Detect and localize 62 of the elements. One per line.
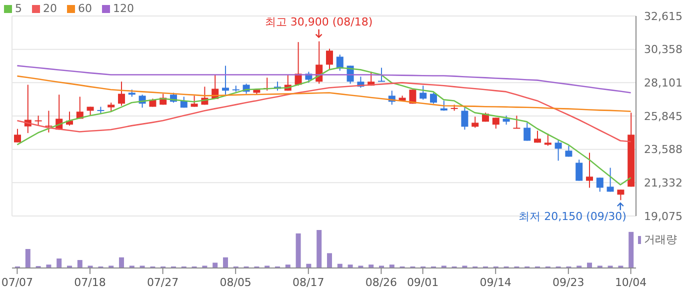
candlestick — [554, 139, 562, 162]
line-series — [16, 65, 632, 94]
candlestick — [596, 177, 604, 192]
candlestick — [378, 67, 385, 82]
bar — [628, 232, 634, 268]
candlestick — [576, 159, 583, 182]
line-series — [16, 75, 632, 112]
candlestick — [326, 48, 333, 70]
x-tick-label: 07/27 — [146, 276, 179, 289]
bar — [56, 258, 62, 268]
bar — [212, 262, 218, 268]
candlestick — [430, 92, 437, 104]
y-tick-label: 28,101 — [644, 76, 682, 90]
candlestick — [502, 115, 510, 126]
y-tick-label: 19,075 — [644, 210, 682, 223]
annotation: 최저 20,150 (09/30) — [518, 210, 626, 224]
x-tick-label: 09/01 — [406, 276, 439, 289]
legend-label: 120 — [113, 2, 134, 15]
candlestick — [440, 100, 448, 112]
x-tick-label: 08/17 — [292, 276, 324, 289]
candlestick — [513, 115, 520, 129]
x-tick-label: 07/07 — [1, 276, 34, 289]
y-tick-label: 30,358 — [644, 43, 682, 56]
bar — [316, 230, 322, 268]
candlestick — [544, 133, 552, 146]
y-tick-label: 21,332 — [644, 176, 682, 190]
candlestick — [472, 116, 479, 128]
bar — [327, 253, 332, 268]
candlestick — [14, 128, 21, 143]
bar — [587, 262, 592, 268]
x-tick-label: 08/26 — [365, 276, 398, 289]
candlestick — [617, 189, 624, 201]
x-tick-label: 10/04 — [614, 276, 647, 289]
line-series — [16, 82, 632, 142]
y-tick-label: 32,615 — [644, 10, 682, 23]
candlestick — [606, 167, 614, 192]
candlestick — [420, 85, 427, 100]
candlestick — [461, 107, 468, 130]
annotation: 최고 30,900 (08/18) — [264, 15, 373, 28]
bar — [296, 233, 301, 268]
legend-label: 5 — [15, 2, 22, 15]
candlestick — [45, 110, 52, 133]
y-tick-label: 25,845 — [644, 110, 682, 123]
candlestick — [118, 81, 125, 106]
x-tick-label: 07/18 — [74, 276, 106, 289]
legend-label: 60 — [78, 2, 92, 15]
candlestick — [222, 65, 229, 96]
x-tick-label: 08/05 — [220, 276, 252, 289]
x-tick-label: 09/23 — [552, 276, 584, 289]
candlestick — [524, 122, 531, 142]
legend-label: 20 — [43, 2, 57, 15]
candlestick — [492, 117, 500, 130]
x-tick-label: 09/14 — [480, 276, 512, 289]
candlestick — [34, 115, 42, 126]
candlestick — [586, 152, 593, 188]
legend-label: 거래량 — [644, 232, 677, 247]
y-tick-label: 23,588 — [644, 143, 682, 156]
bar — [77, 260, 82, 268]
bar — [119, 257, 124, 268]
bar — [223, 257, 228, 268]
candlestick — [190, 95, 198, 108]
bar — [25, 249, 30, 268]
